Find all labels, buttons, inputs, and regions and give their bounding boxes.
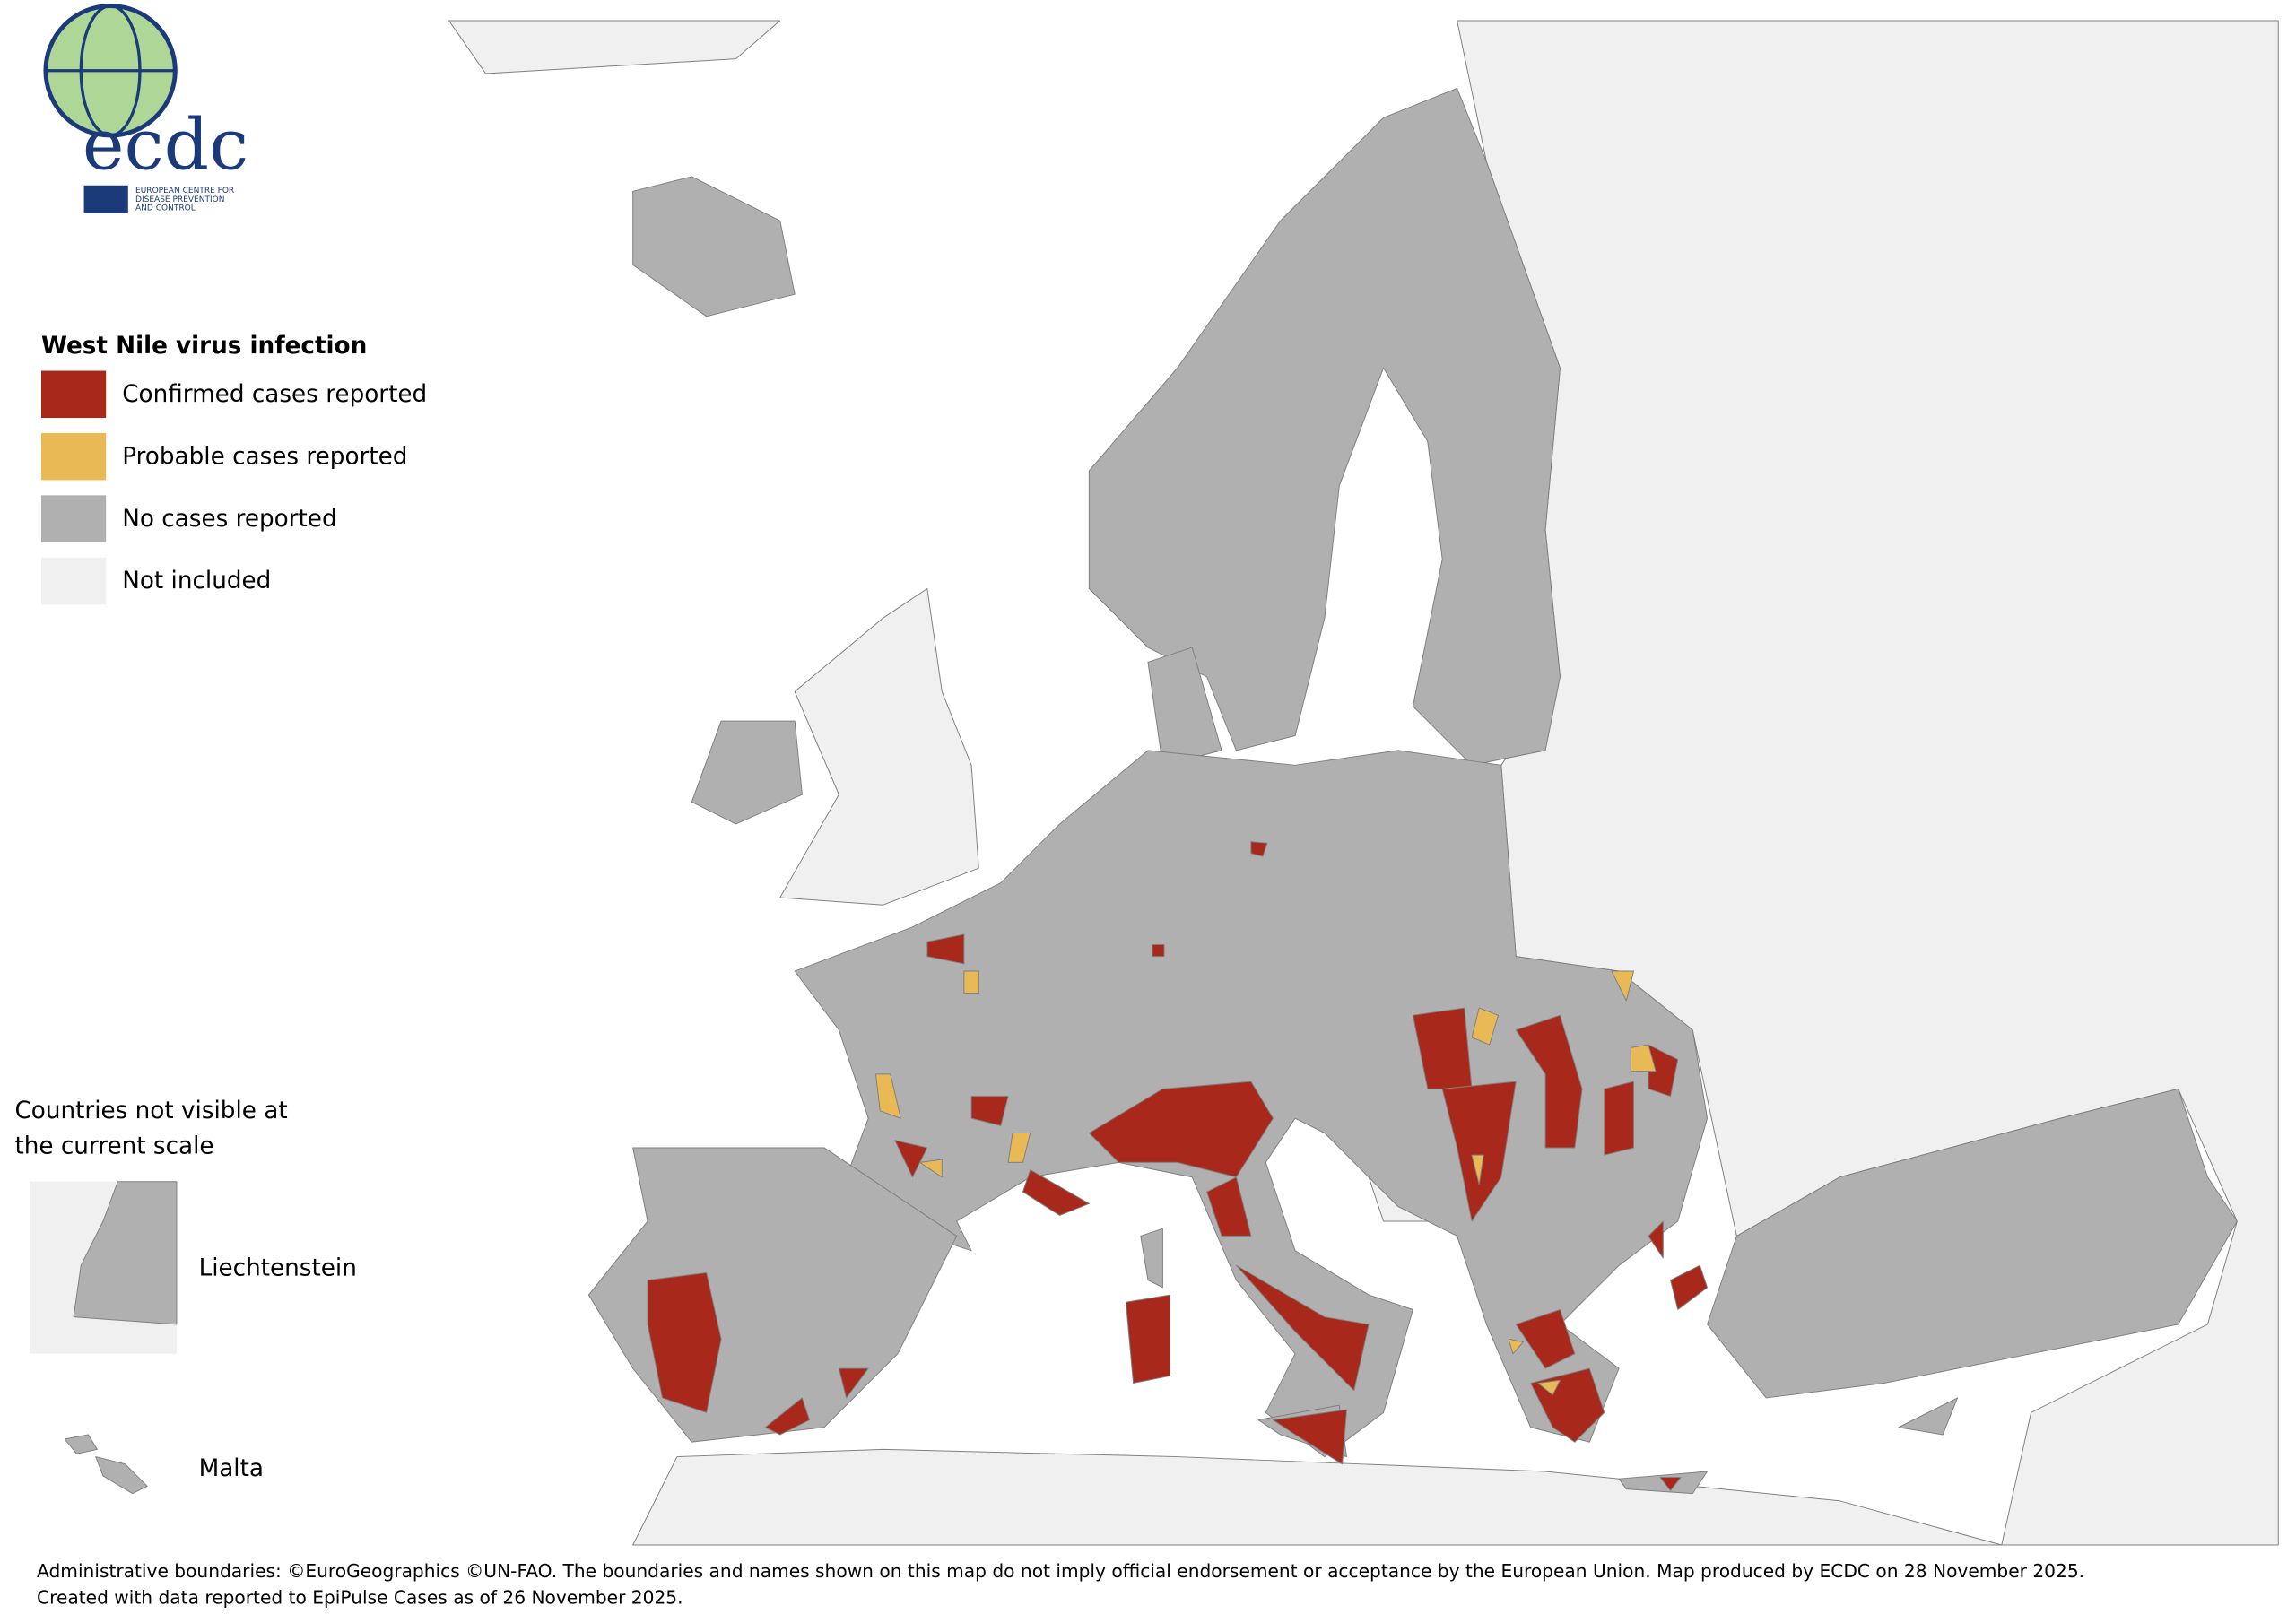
region-confirmed	[1648, 1044, 1679, 1098]
not-included-land	[448, 20, 2279, 1546]
region-confirmed	[1272, 1409, 1348, 1465]
region-probable	[919, 1159, 943, 1178]
footer-line: Administrative boundaries: ©EuroGeograph…	[37, 1560, 2084, 1582]
region-probable	[1508, 1338, 1524, 1355]
inset-label: Malta	[199, 1455, 264, 1482]
land-corsica	[1140, 1228, 1163, 1289]
region-confirmed	[647, 1271, 722, 1413]
region-confirmed	[1125, 1294, 1171, 1384]
region-confirmed	[838, 1367, 869, 1399]
land-ireland	[691, 720, 803, 825]
region-confirmed	[970, 1096, 1009, 1126]
eu-flag	[83, 185, 128, 213]
inset-malta-gozo	[64, 1434, 98, 1454]
logo-line: AND CONTROL	[135, 204, 196, 213]
land-denmark	[1147, 647, 1222, 766]
region-confirmed	[1441, 1081, 1517, 1222]
region-confirmed	[1670, 1264, 1709, 1310]
land-africa	[632, 1448, 2003, 1546]
land-uk	[779, 587, 979, 906]
legend-swatch	[40, 432, 107, 481]
legend-label: Confirmed cases reported	[122, 381, 427, 408]
land-scandinavia	[1088, 87, 1561, 766]
land-turkey	[1707, 1088, 2238, 1399]
region-probable	[1007, 1133, 1031, 1163]
logo-line: EUROPEAN CENTRE FOR	[135, 187, 234, 195]
map	[448, 20, 2279, 1546]
logo-line: DISEASE PREVENTION	[135, 195, 225, 204]
region-probable	[1471, 1007, 1500, 1046]
inset-malta-land	[95, 1456, 148, 1495]
region-confirmed	[926, 933, 965, 965]
inset-title: the current scale	[14, 1133, 213, 1160]
inset-label: Liechtenstein	[199, 1255, 357, 1282]
legend-swatch	[40, 495, 107, 542]
legend-swatch	[40, 370, 107, 419]
region-confirmed	[1022, 1169, 1090, 1216]
region-probable	[1611, 970, 1635, 1002]
region-confirmed	[1648, 1220, 1664, 1259]
legend-items: Confirmed cases reported Probable cases r…	[40, 370, 427, 605]
region-confirmed	[764, 1397, 811, 1436]
confirmed-regions	[647, 841, 1709, 1491]
region-probable	[963, 970, 979, 994]
land-cyprus	[1898, 1397, 1959, 1436]
legend-label: Not included	[122, 568, 271, 595]
legend-label: Probable cases reported	[122, 443, 407, 470]
land-greenland	[448, 20, 781, 74]
logo-acronym: ecdc	[83, 104, 248, 187]
region-confirmed	[1250, 841, 1268, 857]
land-iceland	[632, 176, 796, 317]
region-confirmed	[1515, 1014, 1583, 1149]
inset-title: Countries not visible at	[14, 1098, 287, 1124]
region-confirmed	[1206, 1176, 1252, 1237]
region-confirmed	[1235, 1264, 1370, 1392]
region-confirmed	[1152, 944, 1165, 958]
logo: ecdc EUROPEAN CENTRE FOR DISEASE PREVENT…	[43, 4, 248, 213]
legend-title: West Nile virus infection	[41, 333, 367, 360]
region-confirmed	[1088, 1081, 1274, 1178]
region-confirmed	[1515, 1308, 1576, 1369]
region-probable	[1630, 1044, 1657, 1072]
land-crete	[1618, 1471, 1709, 1495]
region-probable	[874, 1073, 901, 1119]
footer-line: Created with data reported to EpiPulse C…	[37, 1587, 683, 1609]
legend-swatch	[40, 557, 107, 605]
region-probable	[1537, 1379, 1561, 1396]
probable-regions	[874, 970, 1657, 1396]
insets: Countries not visible at the current sca…	[14, 1098, 357, 1495]
region-confirmed	[1659, 1477, 1682, 1491]
legend-label: No cases reported	[122, 506, 336, 533]
inset-liechtenstein-land	[73, 1181, 178, 1325]
region-probable	[1471, 1154, 1484, 1185]
region-confirmed	[1604, 1081, 1635, 1156]
legend: West Nile virus infection Confirmed case…	[40, 333, 427, 605]
